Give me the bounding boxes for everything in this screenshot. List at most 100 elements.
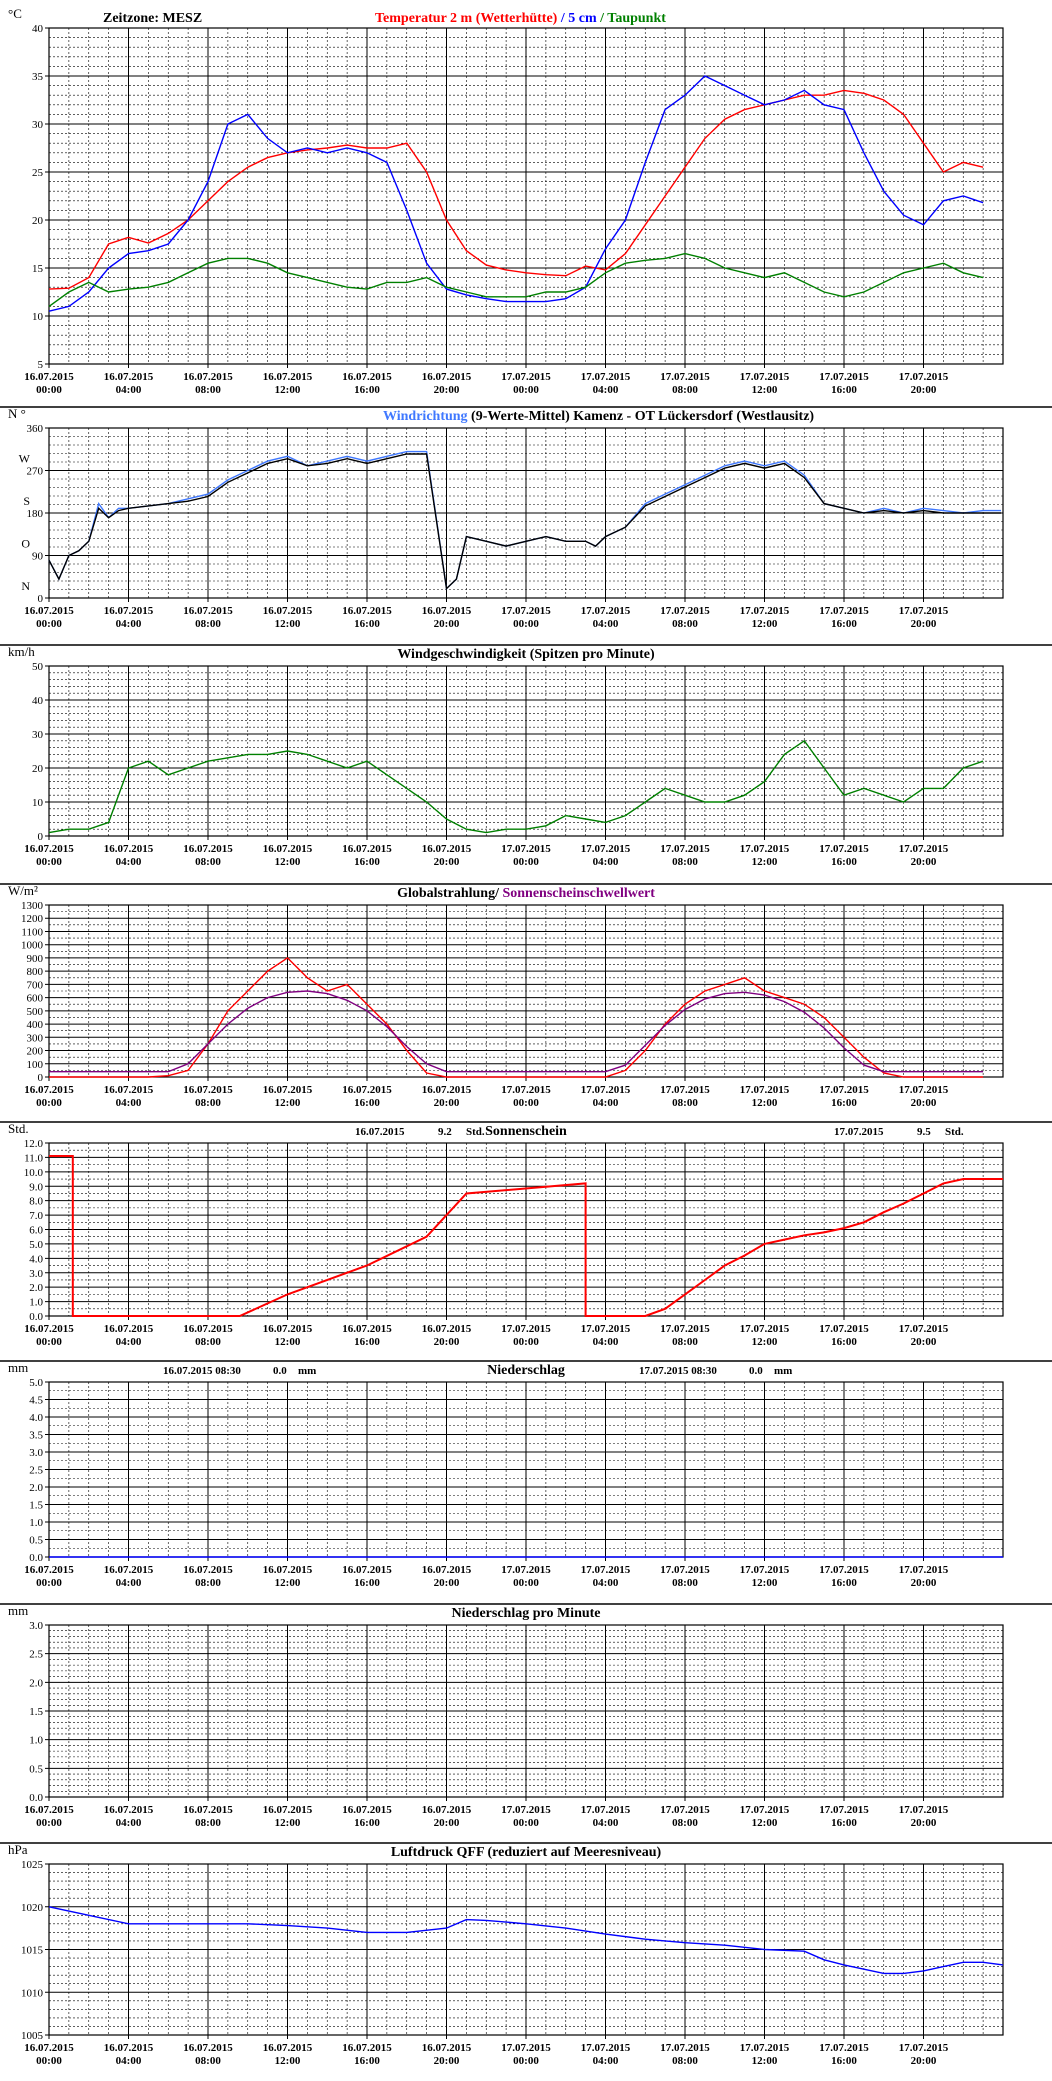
x-tick-date: 17.07.2015 — [819, 371, 869, 383]
x-tick-time: 20:00 — [434, 1577, 460, 1589]
x-tick-time: 08:00 — [672, 618, 698, 630]
x-tick-date: 17.07.2015 — [740, 371, 790, 383]
x-tick-date: 17.07.2015 — [501, 1323, 551, 1335]
chart-panel-2: 09018027036016.07.201500:0016.07.201504:… — [8, 406, 1004, 630]
x-tick-time: 00:00 — [513, 856, 539, 868]
y-tick-label: 2.0 — [29, 1482, 43, 1494]
x-tick-time: 08:00 — [672, 384, 698, 396]
x-tick-date: 16.07.2015 — [422, 1323, 472, 1335]
unit-label: W/m² — [8, 883, 38, 898]
day-summary-date: 16.07.2015 — [355, 1126, 405, 1138]
x-tick-time: 04:00 — [593, 856, 619, 868]
day-summary-date: 16.07.2015 08:30 — [163, 1365, 241, 1377]
x-tick-time: 20:00 — [911, 1097, 937, 1109]
x-tick-date: 17.07.2015 — [899, 1323, 949, 1335]
x-tick-time: 08:00 — [195, 384, 221, 396]
x-tick-date: 16.07.2015 — [24, 1804, 74, 1816]
y-tick-label: 1300 — [21, 900, 44, 912]
x-tick-time: 16:00 — [354, 1336, 380, 1348]
day-summary-value: 9.2 — [438, 1126, 452, 1138]
title-part: (9-Werte-Mittel) — [468, 409, 571, 424]
series-line-2 — [48, 453, 1001, 591]
x-tick-time: 16:00 — [831, 1577, 857, 1589]
x-tick-date: 17.07.2015 — [501, 1804, 551, 1816]
y-tick-label: 5.0 — [29, 1377, 43, 1389]
y-tick-label: 1025 — [21, 1859, 44, 1871]
x-tick-time: 12:00 — [752, 2055, 778, 2067]
x-tick-time: 20:00 — [911, 384, 937, 396]
day-summary-date: 17.07.2015 08:30 — [639, 1365, 717, 1377]
x-tick-date: 16.07.2015 — [342, 2042, 392, 2054]
x-tick-time: 04:00 — [593, 384, 619, 396]
y-tick-label: 200 — [27, 1046, 44, 1058]
title-part: Taupunkt — [607, 11, 666, 26]
x-tick-date: 17.07.2015 — [819, 843, 869, 855]
y-tick-label: 20 — [32, 215, 44, 227]
series-line-1 — [48, 739, 984, 834]
x-tick-time: 16:00 — [354, 384, 380, 396]
x-tick-time: 04:00 — [593, 1097, 619, 1109]
x-tick-time: 16:00 — [831, 1817, 857, 1829]
direction-label: O — [21, 537, 30, 551]
y-tick-label: 10 — [32, 797, 44, 809]
x-tick-date: 17.07.2015 — [740, 1564, 790, 1576]
y-tick-label: 270 — [27, 466, 44, 478]
direction-label: S — [23, 494, 30, 508]
x-tick-time: 04:00 — [116, 618, 142, 630]
x-tick-date: 16.07.2015 — [104, 1564, 154, 1576]
x-tick-date: 16.07.2015 — [104, 605, 154, 617]
chart-panel-8: 1005101010151020102516.07.201500:0016.07… — [8, 1842, 1004, 2067]
x-tick-date: 17.07.2015 — [660, 2042, 710, 2054]
x-tick-date: 17.07.2015 — [660, 1084, 710, 1096]
x-tick-date: 17.07.2015 — [581, 371, 631, 383]
x-tick-date: 16.07.2015 — [24, 1084, 74, 1096]
x-tick-time: 00:00 — [36, 1097, 62, 1109]
x-tick-time: 08:00 — [672, 1097, 698, 1109]
x-tick-date: 17.07.2015 — [740, 843, 790, 855]
chart-panel-3: 0102030405016.07.201500:0016.07.201504:0… — [8, 644, 1004, 868]
x-tick-time: 04:00 — [593, 1336, 619, 1348]
x-tick-date: 17.07.2015 — [660, 605, 710, 617]
series-line-2 — [49, 990, 984, 1073]
title-part: Temperatur 2 m (Wetterhütte) — [375, 11, 558, 26]
x-tick-time: 20:00 — [434, 1817, 460, 1829]
x-tick-date: 16.07.2015 — [104, 2042, 154, 2054]
y-tick-label: 2.5 — [29, 1465, 43, 1477]
x-tick-time: 16:00 — [831, 2055, 857, 2067]
title-part: Globalstrahlung/ — [397, 886, 502, 901]
x-tick-time: 12:00 — [275, 618, 301, 630]
x-tick-time: 20:00 — [434, 856, 460, 868]
series-line-1 — [49, 1155, 1003, 1317]
y-tick-label: 800 — [27, 966, 44, 978]
x-tick-time: 12:00 — [275, 1577, 301, 1589]
x-tick-date: 17.07.2015 — [501, 1564, 551, 1576]
y-tick-label: 20 — [32, 763, 44, 775]
x-tick-time: 04:00 — [593, 1577, 619, 1589]
title-part: / — [557, 11, 568, 26]
x-tick-time: 04:00 — [116, 1097, 142, 1109]
x-tick-date: 17.07.2015 — [581, 2042, 631, 2054]
unit-label: mm — [8, 1360, 28, 1375]
x-tick-time: 08:00 — [672, 1577, 698, 1589]
x-tick-time: 12:00 — [275, 1097, 301, 1109]
x-tick-date: 17.07.2015 — [740, 1804, 790, 1816]
x-tick-date: 17.07.2015 — [660, 843, 710, 855]
chart-title: Sonnenschein — [485, 1124, 567, 1139]
y-tick-label: 50 — [32, 661, 44, 673]
x-tick-time: 08:00 — [195, 618, 221, 630]
x-tick-time: 00:00 — [36, 384, 62, 396]
x-tick-date: 17.07.2015 — [581, 605, 631, 617]
x-tick-time: 20:00 — [434, 1097, 460, 1109]
chart-title: Globalstrahlung/ Sonnenscheinschwellwert — [397, 886, 655, 901]
x-tick-time: 00:00 — [513, 618, 539, 630]
x-tick-date: 16.07.2015 — [263, 1084, 313, 1096]
timezone-label: Zeitzone: MESZ — [103, 11, 202, 26]
x-tick-date: 16.07.2015 — [263, 605, 313, 617]
title-part: Sonnenscheinschwellwert — [502, 886, 655, 901]
x-tick-date: 17.07.2015 — [581, 1084, 631, 1096]
x-tick-time: 08:00 — [672, 1336, 698, 1348]
x-tick-time: 16:00 — [354, 1097, 380, 1109]
y-tick-label: 0.5 — [29, 1763, 43, 1775]
x-tick-date: 16.07.2015 — [183, 2042, 233, 2054]
day-summary-value: 0.0 — [273, 1365, 287, 1377]
